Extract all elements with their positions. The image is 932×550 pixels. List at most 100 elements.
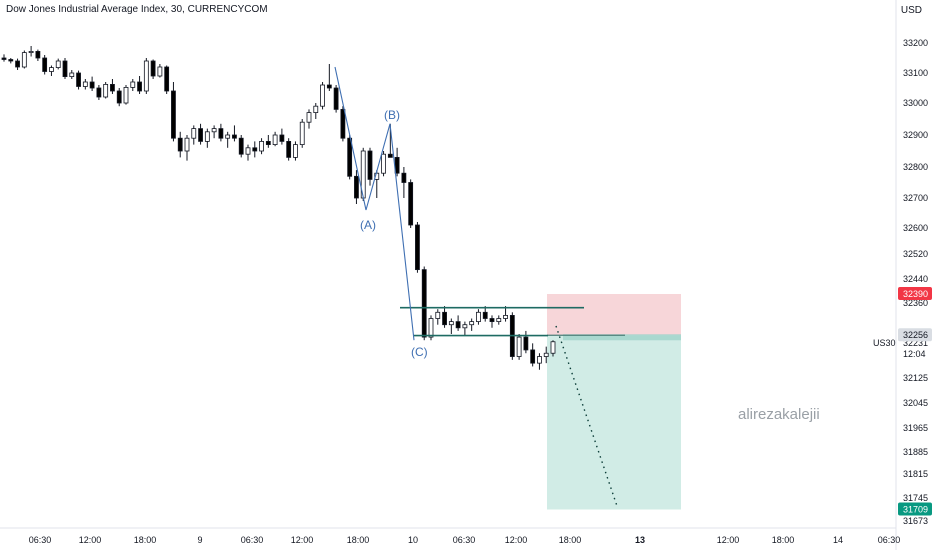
x-tick-label: 18:00 [559, 535, 582, 545]
candle-down [279, 134, 285, 142]
candle-down [150, 60, 156, 77]
candle-down [482, 311, 488, 319]
x-tick-label: 06:30 [29, 535, 52, 545]
candle-down [340, 109, 346, 139]
candle-up [69, 72, 75, 77]
candle-up [543, 352, 549, 357]
candle-up [157, 66, 163, 77]
candle-down [408, 182, 414, 226]
currency-label: USD [900, 5, 922, 16]
candle-down [1, 57, 7, 60]
y-tick-label: 33000 [903, 98, 928, 108]
y-tick-label: 32520 [903, 249, 928, 259]
x-tick-label: 06:30 [241, 535, 264, 545]
entry-bar [563, 334, 681, 341]
candle-down [76, 72, 81, 87]
candle-up [469, 321, 475, 326]
x-tick-label: 18:00 [134, 535, 157, 545]
take-profit-zone [547, 335, 681, 510]
y-tick-label: 32600 [903, 223, 928, 233]
candle-up [503, 315, 508, 319]
stop-loss-badge-text: 32390 [903, 289, 928, 299]
x-tick-label: 06:30 [878, 535, 901, 545]
candle-down [238, 137, 244, 155]
y-tick-label: 32125 [903, 373, 928, 383]
candle-down [89, 81, 95, 89]
candle-down [62, 60, 68, 77]
candle-down [177, 137, 183, 152]
candle-up [462, 324, 468, 329]
y-tick-label: 32360 [903, 298, 928, 308]
candle-down [286, 140, 292, 158]
candle-down [198, 128, 203, 142]
x-tick-label: 06:30 [453, 535, 476, 545]
candle-down [164, 66, 170, 92]
candle-down [333, 87, 339, 110]
y-tick-label: 32700 [903, 193, 928, 203]
elliott-wave-path [334, 66, 415, 341]
candle-up [272, 134, 278, 145]
candle-up [143, 60, 149, 92]
candle-up [550, 341, 556, 354]
current-price-badge-text: 32256 [903, 330, 928, 340]
candle-down [442, 311, 447, 326]
candle-down [265, 140, 271, 145]
y-tick-label: 32440 [903, 274, 928, 284]
candle-down [326, 84, 332, 89]
candle-up [245, 147, 251, 155]
candle-up [259, 140, 264, 152]
candle-down [455, 321, 461, 329]
candle-up [476, 311, 481, 323]
candle-up [225, 134, 231, 139]
candle-up [191, 128, 197, 139]
candle-up [28, 51, 34, 54]
x-tick-label: 12:00 [79, 535, 102, 545]
y-tick-label: 32800 [903, 162, 928, 172]
current-price-badge [898, 328, 932, 342]
candle-down [35, 51, 41, 59]
candle-up [537, 356, 542, 364]
candle-up [82, 81, 88, 87]
wave-label: (B) [384, 108, 400, 122]
symbol-label: US30 [873, 338, 896, 348]
x-tick-label: 9 [197, 535, 202, 545]
candle-up [204, 131, 210, 142]
y-tick-label: 31885 [903, 447, 928, 457]
wave-label: (C) [411, 345, 428, 359]
candle-up [21, 52, 27, 68]
candle-up [184, 137, 190, 152]
candle-up [130, 81, 136, 88]
candle-down [401, 172, 407, 183]
x-tick-label: 18:00 [347, 535, 370, 545]
candle-up [381, 153, 386, 174]
y-tick-label: 33100 [903, 68, 928, 78]
candle-up [123, 87, 129, 104]
x-tick-label: 10 [408, 535, 418, 545]
candle-down [137, 81, 142, 92]
candle-up [306, 112, 312, 123]
stop-loss-badge [898, 287, 932, 300]
candle-down [421, 269, 427, 338]
watermark: alirezakalejii [738, 406, 820, 423]
chart-title: Dow Jones Industrial Average Index, 30, … [6, 4, 268, 15]
candle-up [320, 84, 325, 107]
y-tick-label: 31745 [903, 493, 928, 503]
candle-down [8, 59, 14, 62]
candle-down [415, 224, 420, 271]
x-tick-label: 18:00 [772, 535, 795, 545]
candle-down [387, 153, 393, 158]
candle-down [232, 134, 237, 139]
candle-up [435, 311, 441, 319]
candle-down [354, 175, 359, 199]
take-profit-badge-text: 31709 [903, 505, 928, 515]
candle-up [55, 60, 61, 68]
x-tick-label: 12:00 [291, 535, 314, 545]
candle-down [367, 150, 373, 180]
candle-up [211, 128, 217, 133]
y-tick-label: 32045 [903, 398, 928, 408]
y-tick-label: 32900 [903, 130, 928, 140]
candle-down [110, 84, 115, 92]
x-tick-label: 12:00 [717, 535, 740, 545]
y-tick-label: 31965 [903, 423, 928, 433]
